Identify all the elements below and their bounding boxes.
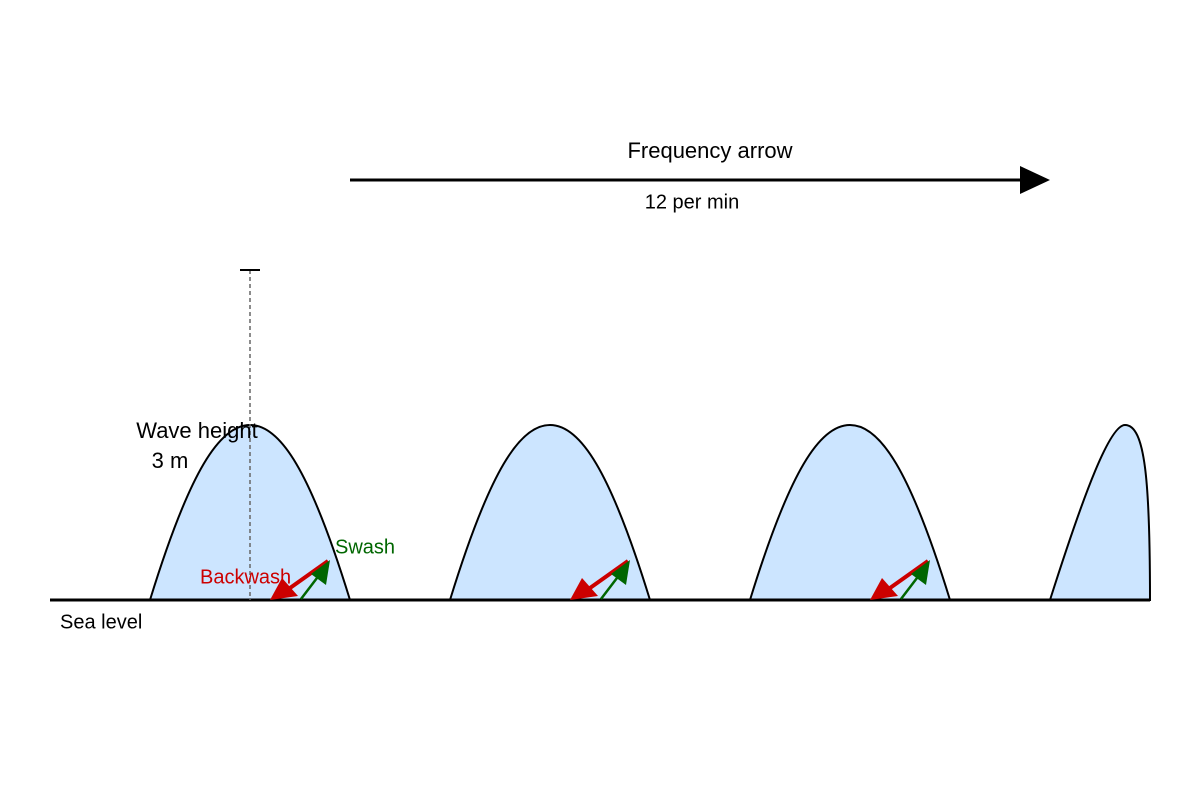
- frequency-value: 12 per min: [645, 191, 740, 213]
- wave-height-value: 3 m: [152, 448, 189, 473]
- wave: [1048, 423, 1152, 601]
- waves: [148, 423, 1152, 601]
- backwash-arrowhead: [870, 578, 898, 600]
- swash-arrows: [270, 559, 930, 600]
- wave-height-label: Wave height: [136, 418, 257, 443]
- backwash-arrow: [888, 559, 930, 590]
- backwash-arrow: [588, 559, 630, 590]
- swash-arrowhead: [911, 560, 930, 585]
- backwash-arrowhead: [270, 578, 298, 600]
- sea-level-label: Sea level: [60, 611, 142, 633]
- swash-arrowhead: [611, 560, 630, 585]
- backwash-arrowhead: [570, 578, 598, 600]
- backwash-label: Backwash: [200, 566, 291, 588]
- swash-arrowhead: [311, 560, 330, 585]
- frequency-label: Frequency arrow: [627, 138, 792, 163]
- swash-label: Swash: [335, 536, 395, 558]
- wave: [448, 423, 652, 601]
- frequency-arrowhead: [1020, 166, 1050, 194]
- backwash-arrow: [288, 559, 330, 590]
- wave: [748, 423, 952, 601]
